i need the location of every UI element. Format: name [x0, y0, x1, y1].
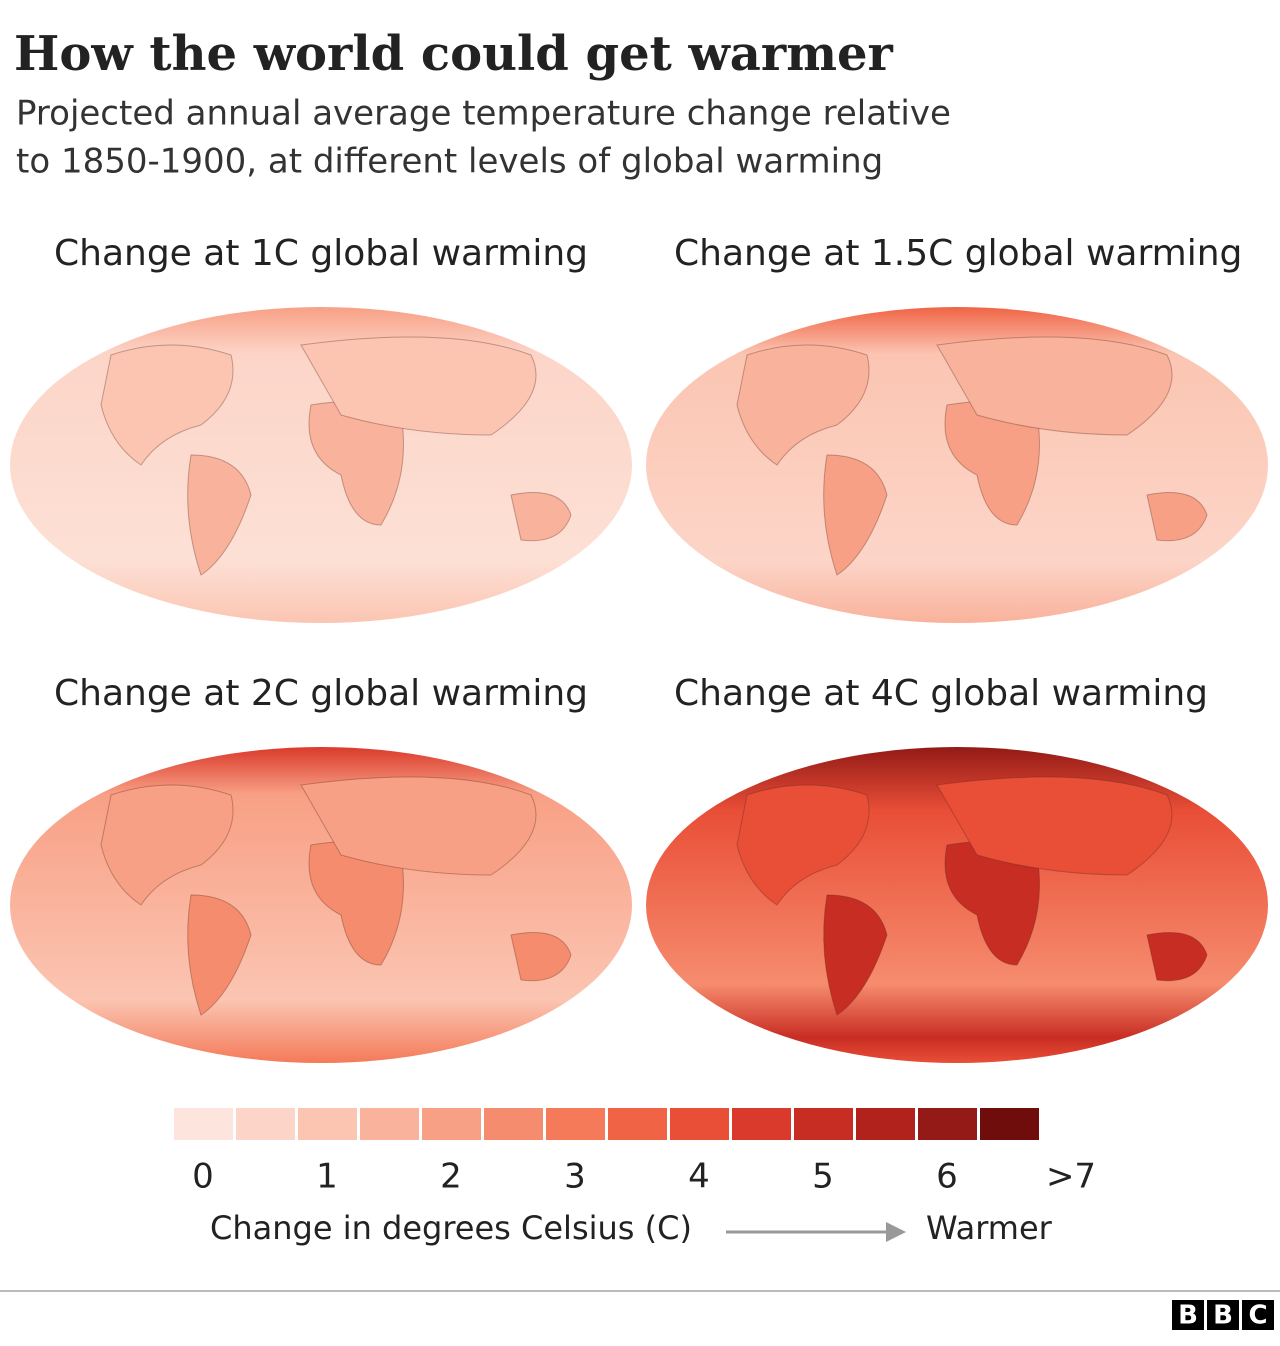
- arrow-head: [886, 1222, 906, 1242]
- continent: [936, 776, 1173, 876]
- logo-box: [1242, 1300, 1274, 1330]
- legend-swatch: [918, 1108, 977, 1140]
- continent: [187, 454, 252, 576]
- logo-letter: C: [1248, 1301, 1267, 1331]
- legend-swatch: [298, 1108, 357, 1140]
- logo-letter: B: [1213, 1301, 1233, 1331]
- legend-swatch: [794, 1108, 853, 1140]
- continent: [187, 894, 252, 1016]
- continent: [823, 894, 888, 1016]
- legend-swatch: [608, 1108, 667, 1140]
- subtitle: to 1850-1900, at different levels of glo…: [16, 142, 883, 182]
- continent: [736, 344, 870, 466]
- subtitle: Projected annual average temperature cha…: [16, 94, 951, 134]
- legend-tick-label: 3: [564, 1157, 586, 1197]
- direction-label: Warmer: [926, 1209, 1053, 1247]
- panel-title: Change at 1C global warming: [54, 233, 588, 274]
- continent: [1146, 492, 1208, 542]
- axis-label: Change in degrees Celsius (C): [210, 1209, 692, 1247]
- legend-swatch: [174, 1108, 233, 1140]
- panel-title: Change at 4C global warming: [674, 673, 1208, 714]
- continent: [823, 454, 888, 576]
- legend-tick-label: 6: [936, 1157, 958, 1197]
- continent: [1146, 932, 1208, 982]
- continent: [300, 336, 537, 436]
- continent: [510, 932, 572, 982]
- continent: [300, 776, 537, 876]
- legend-tick-label: 1: [316, 1157, 338, 1197]
- panel-title: Change at 1.5C global warming: [674, 233, 1242, 274]
- legend-swatch: [732, 1108, 791, 1140]
- maps: Change at 1C global warming Change at 1.5…: [10, 233, 1268, 1063]
- logo-letter: B: [1178, 1301, 1198, 1331]
- title: How the world could get warmer: [14, 26, 894, 82]
- legend-swatch: [422, 1108, 481, 1140]
- legend-swatch: [546, 1108, 605, 1140]
- legend-swatch: [236, 1108, 295, 1140]
- legend-swatch: [670, 1108, 729, 1140]
- legend-tick-label: 5: [812, 1157, 834, 1197]
- logo-box: [1172, 1300, 1204, 1330]
- legend-swatch: [484, 1108, 543, 1140]
- legend-swatch: [856, 1108, 915, 1140]
- legend-tick-label: 2: [440, 1157, 462, 1197]
- continent: [100, 344, 234, 466]
- continent: [936, 336, 1173, 436]
- continent: [510, 492, 572, 542]
- continent: [100, 784, 234, 906]
- legend-tick-label: >7: [1046, 1157, 1096, 1197]
- logo-box: [1207, 1300, 1239, 1330]
- legend-tick-label: 0: [192, 1157, 214, 1197]
- legend-tick-label: 4: [688, 1157, 710, 1197]
- legend: 0 1 2 3 4 5 6 >7: [174, 1108, 1096, 1197]
- panel-title: Change at 2C global warming: [54, 673, 588, 714]
- legend-swatch: [360, 1108, 419, 1140]
- continent: [736, 784, 870, 906]
- legend-swatch: [980, 1108, 1039, 1140]
